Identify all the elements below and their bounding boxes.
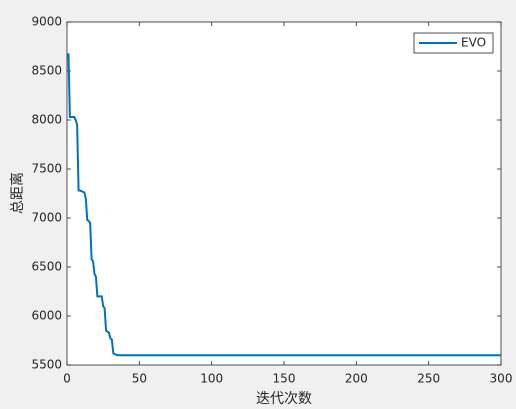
x-tick-label: 300 — [490, 372, 513, 386]
x-axis-label: 迭代次数 — [256, 391, 312, 407]
y-tick-label: 9000 — [31, 15, 62, 29]
y-tick-label: 6000 — [31, 309, 62, 323]
x-tick-label: 200 — [345, 372, 368, 386]
y-axis-label: 总距离 — [9, 172, 26, 214]
x-tick-label: 250 — [417, 372, 440, 386]
y-tick-label: 6500 — [31, 260, 62, 274]
x-tick-label: 150 — [273, 372, 296, 386]
x-tick-label: 0 — [63, 372, 71, 386]
y-tick-label: 7500 — [31, 162, 62, 176]
plot-area — [66, 21, 502, 366]
x-tick-label: 100 — [200, 372, 223, 386]
y-tick-label: 5500 — [31, 358, 62, 372]
legend-label: EVO — [461, 36, 486, 50]
y-tick-label: 8500 — [31, 64, 62, 78]
series-line — [67, 53, 501, 357]
y-tick-label: 7000 — [31, 211, 62, 225]
x-tick-label: 50 — [132, 372, 147, 386]
y-tick-label: 8000 — [31, 113, 62, 127]
